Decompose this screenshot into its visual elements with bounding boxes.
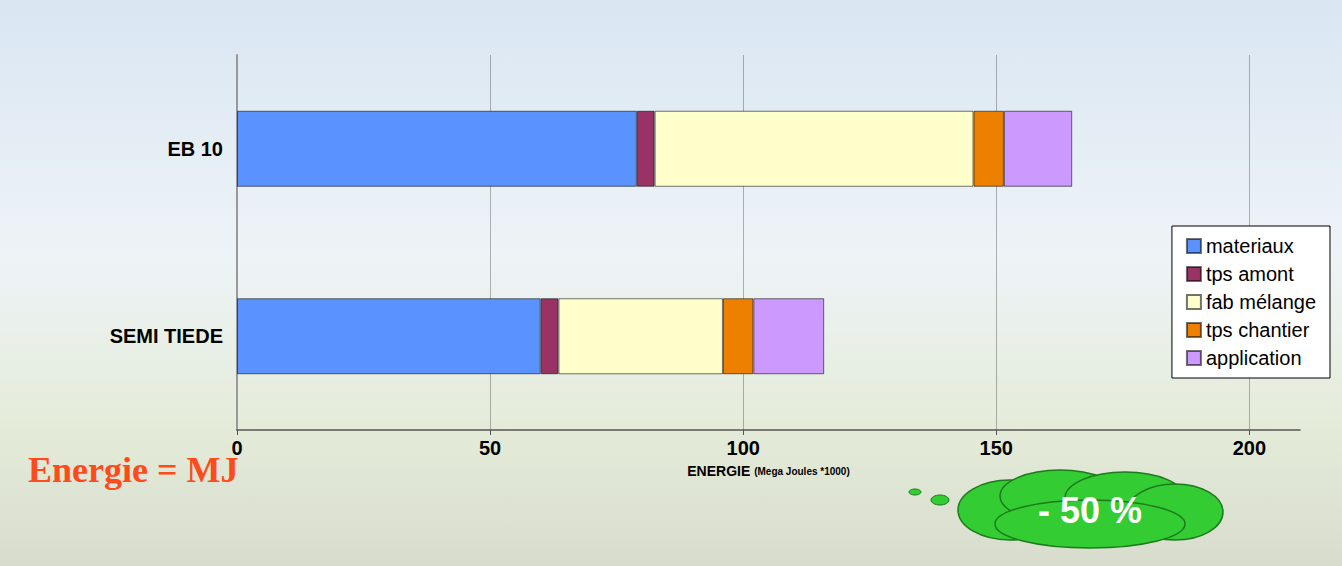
svg-text:EB 10: EB 10	[167, 138, 223, 160]
svg-text:materiaux: materiaux	[1206, 235, 1294, 257]
svg-text:tps chantier: tps chantier	[1206, 319, 1310, 341]
svg-text:(Mega Joules *1000): (Mega Joules *1000)	[754, 466, 850, 477]
svg-text:tps amont: tps amont	[1206, 263, 1294, 285]
svg-text:application: application	[1206, 347, 1302, 369]
svg-text:0: 0	[231, 437, 243, 459]
svg-text:SEMI TIEDE: SEMI TIEDE	[110, 325, 223, 347]
svg-text:50: 50	[479, 437, 501, 459]
svg-text:200: 200	[1233, 437, 1266, 459]
svg-text:150: 150	[980, 437, 1013, 459]
svg-text:Energie = MJ: Energie = MJ	[28, 450, 238, 490]
svg-text:fab mélange: fab mélange	[1206, 291, 1316, 313]
svg-text:ENERGIE: ENERGIE	[687, 463, 754, 479]
svg-text:- 50 %: - 50 %	[1038, 490, 1142, 531]
svg-text:100: 100	[727, 437, 760, 459]
